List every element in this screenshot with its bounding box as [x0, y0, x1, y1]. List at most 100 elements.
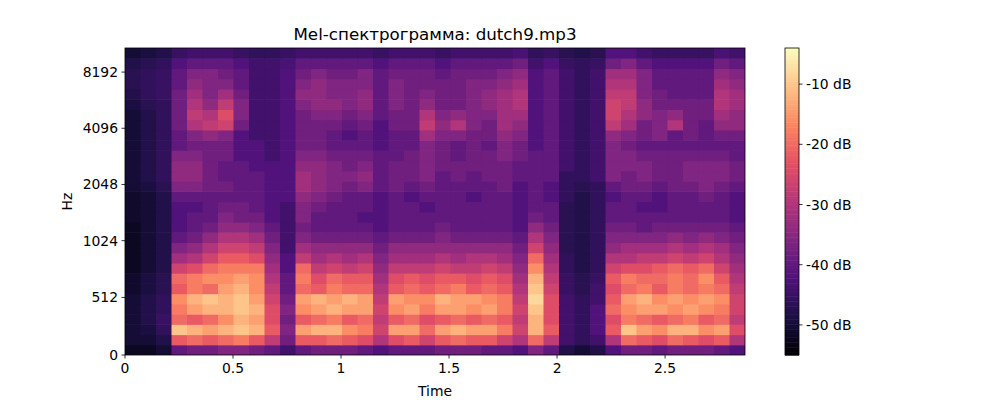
cell [218, 263, 234, 274]
cell [156, 273, 172, 284]
cell [699, 283, 715, 294]
cell [482, 242, 498, 253]
cell [234, 58, 250, 69]
cell [513, 212, 529, 223]
cell [404, 191, 420, 202]
cell [652, 130, 668, 141]
cell [249, 273, 265, 284]
cell [652, 222, 668, 233]
cell [373, 345, 389, 355]
cell [621, 335, 637, 346]
cell [404, 68, 420, 79]
cell [466, 181, 482, 192]
cell [420, 150, 436, 161]
cell [699, 150, 715, 161]
cell [683, 150, 699, 161]
cell [420, 89, 436, 100]
cell [621, 191, 637, 202]
cell [358, 232, 374, 243]
cell [156, 242, 172, 253]
cell [451, 222, 467, 233]
cell [187, 89, 203, 100]
cell [203, 304, 219, 315]
cell [482, 304, 498, 315]
cell [668, 150, 684, 161]
cell [652, 345, 668, 355]
cell [234, 222, 250, 233]
cell [513, 109, 529, 120]
cell [621, 232, 637, 243]
cell [187, 120, 203, 131]
chart: 00.511.522.505121024204840968192Mel-спек… [0, 0, 1000, 400]
cell [389, 161, 405, 172]
cell [342, 58, 358, 69]
cell [141, 263, 157, 274]
cell [590, 79, 606, 90]
cell [606, 191, 622, 202]
cell [141, 345, 157, 355]
cell [280, 232, 296, 243]
cell [187, 68, 203, 79]
cell [590, 242, 606, 253]
cell [497, 294, 513, 305]
cell [497, 232, 513, 243]
cell [187, 140, 203, 151]
cell [575, 150, 591, 161]
cell [528, 304, 544, 315]
cell [156, 304, 172, 315]
cell [482, 345, 498, 355]
colorbar-tick-label: -40 dB [806, 257, 851, 273]
cell [559, 58, 575, 69]
y-tick [122, 72, 126, 73]
cell [249, 130, 265, 141]
cell [342, 212, 358, 223]
cell [187, 253, 203, 264]
cell [420, 253, 436, 264]
cell [637, 212, 653, 223]
cell [234, 294, 250, 305]
cell [513, 161, 529, 172]
colorbar-tick [799, 324, 803, 325]
cell [637, 140, 653, 151]
cell [249, 202, 265, 213]
cell [404, 58, 420, 69]
cell [342, 253, 358, 264]
cell [683, 263, 699, 274]
cell [699, 212, 715, 223]
cell [218, 79, 234, 90]
cell [342, 161, 358, 172]
cell [156, 202, 172, 213]
cell [203, 345, 219, 355]
cell [234, 68, 250, 79]
cell [637, 68, 653, 79]
cell [404, 140, 420, 151]
cell [466, 263, 482, 274]
cell [683, 191, 699, 202]
cell [683, 222, 699, 233]
cell [172, 273, 188, 284]
cell [404, 89, 420, 100]
cell [683, 171, 699, 182]
cell [559, 202, 575, 213]
cell [311, 161, 327, 172]
cell [590, 335, 606, 346]
cell [373, 242, 389, 253]
cell [358, 58, 374, 69]
cell [280, 79, 296, 90]
cell [575, 109, 591, 120]
cell [327, 99, 343, 110]
cell [141, 171, 157, 182]
cell [156, 191, 172, 202]
cell [497, 242, 513, 253]
cell [451, 273, 467, 284]
cell [373, 171, 389, 182]
cell [265, 324, 281, 335]
cell [482, 130, 498, 141]
cell [342, 232, 358, 243]
cell [296, 79, 312, 90]
cell [234, 212, 250, 223]
cell [497, 109, 513, 120]
cell [311, 150, 327, 161]
cell [559, 335, 575, 346]
y-tick-label: 512 [91, 289, 118, 305]
